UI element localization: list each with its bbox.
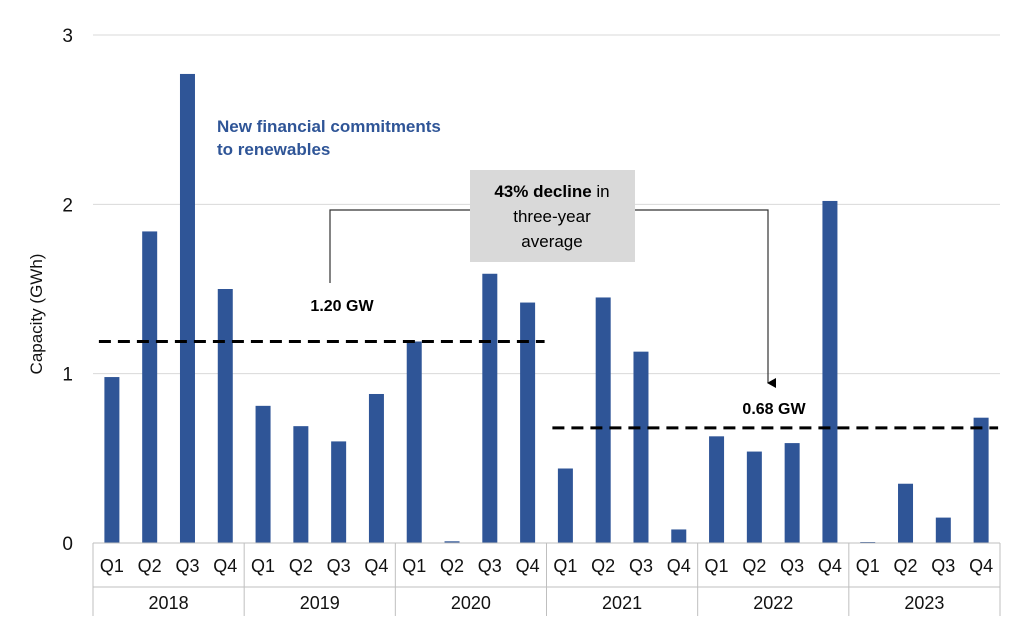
bar xyxy=(368,393,384,543)
x-tick-label: Q1 xyxy=(402,556,426,576)
bar xyxy=(520,302,536,543)
average-label: 0.68 GW xyxy=(742,401,806,418)
x-tick-label: Q4 xyxy=(969,556,993,576)
x-tick-label: Q2 xyxy=(591,556,615,576)
bar xyxy=(255,405,271,543)
x-tick-label: Q3 xyxy=(931,556,955,576)
x-group-label: 2022 xyxy=(753,593,793,613)
average-label: 1.20 GW xyxy=(310,298,374,315)
x-tick-label: Q4 xyxy=(364,556,388,576)
x-tick-label: Q2 xyxy=(138,556,162,576)
annotation-line3: average xyxy=(521,232,582,251)
annotation-line2: three-year xyxy=(513,207,591,226)
bar xyxy=(595,297,611,543)
bar xyxy=(444,541,460,543)
bar xyxy=(142,231,158,543)
bar xyxy=(557,468,573,543)
bar xyxy=(633,351,649,543)
bar xyxy=(104,377,120,543)
series-label-line1: New financial commitments xyxy=(217,117,441,136)
x-tick-label: Q1 xyxy=(251,556,275,576)
bar xyxy=(935,517,951,543)
x-tick-label: Q3 xyxy=(780,556,804,576)
x-group-label: 2023 xyxy=(904,593,944,613)
y-tick-label: 2 xyxy=(62,195,73,216)
x-tick-label: Q4 xyxy=(213,556,237,576)
x-tick-label: Q2 xyxy=(894,556,918,576)
x-tick-label: Q4 xyxy=(516,556,540,576)
x-tick-label: Q2 xyxy=(289,556,313,576)
bar xyxy=(822,200,838,544)
bar xyxy=(406,341,422,543)
bar xyxy=(179,73,195,544)
x-tick-label: Q1 xyxy=(705,556,729,576)
y-axis-label: Capacity (GWh) xyxy=(27,254,46,375)
y-tick-label: 3 xyxy=(62,26,73,47)
series-label-line2: to renewables xyxy=(217,140,330,159)
y-tick-label: 0 xyxy=(62,534,73,555)
x-axis: Q1 Q2 Q3 Q4 2018 Q1 Q2 Q3 Q4 2019 Q1 Q2 Q3 Q4 2020 Q1 Q2… xyxy=(92,542,1001,616)
bar xyxy=(293,426,309,543)
y-axis: 0 1 2 3 xyxy=(62,26,73,555)
x-group-label: 2020 xyxy=(451,593,491,613)
y-tick-label: 1 xyxy=(62,365,73,386)
x-tick-label: Q4 xyxy=(667,556,691,576)
bar xyxy=(331,441,347,543)
annotation-box xyxy=(470,170,635,262)
x-tick-label: Q3 xyxy=(175,556,199,576)
bar xyxy=(482,273,498,543)
x-tick-label: Q1 xyxy=(553,556,577,576)
x-tick-label: Q3 xyxy=(478,556,502,576)
bars xyxy=(104,73,989,544)
connector-arrow xyxy=(635,209,776,388)
x-tick-label: Q3 xyxy=(327,556,351,576)
annotation-line1: 43% decline in xyxy=(494,182,609,201)
x-group-label: 2019 xyxy=(300,593,340,613)
x-group-label: 2021 xyxy=(602,593,642,613)
x-tick-label: Q1 xyxy=(100,556,124,576)
x-tick-label: Q1 xyxy=(856,556,880,576)
bar xyxy=(671,529,687,543)
bar xyxy=(217,289,233,543)
x-group-label: 2018 xyxy=(149,593,189,613)
decline-annotation: 43% decline in three-year average xyxy=(329,170,776,388)
bar xyxy=(746,451,762,543)
bar xyxy=(784,443,800,543)
bar xyxy=(709,436,725,543)
bar xyxy=(898,483,914,543)
x-tick-label: Q2 xyxy=(742,556,766,576)
x-tick-label: Q2 xyxy=(440,556,464,576)
connector-left xyxy=(329,209,470,283)
bar xyxy=(973,417,989,543)
x-tick-label: Q3 xyxy=(629,556,653,576)
average-lines: 1.20 GW 0.68 GW xyxy=(98,298,999,430)
x-tick-label: Q4 xyxy=(818,556,842,576)
